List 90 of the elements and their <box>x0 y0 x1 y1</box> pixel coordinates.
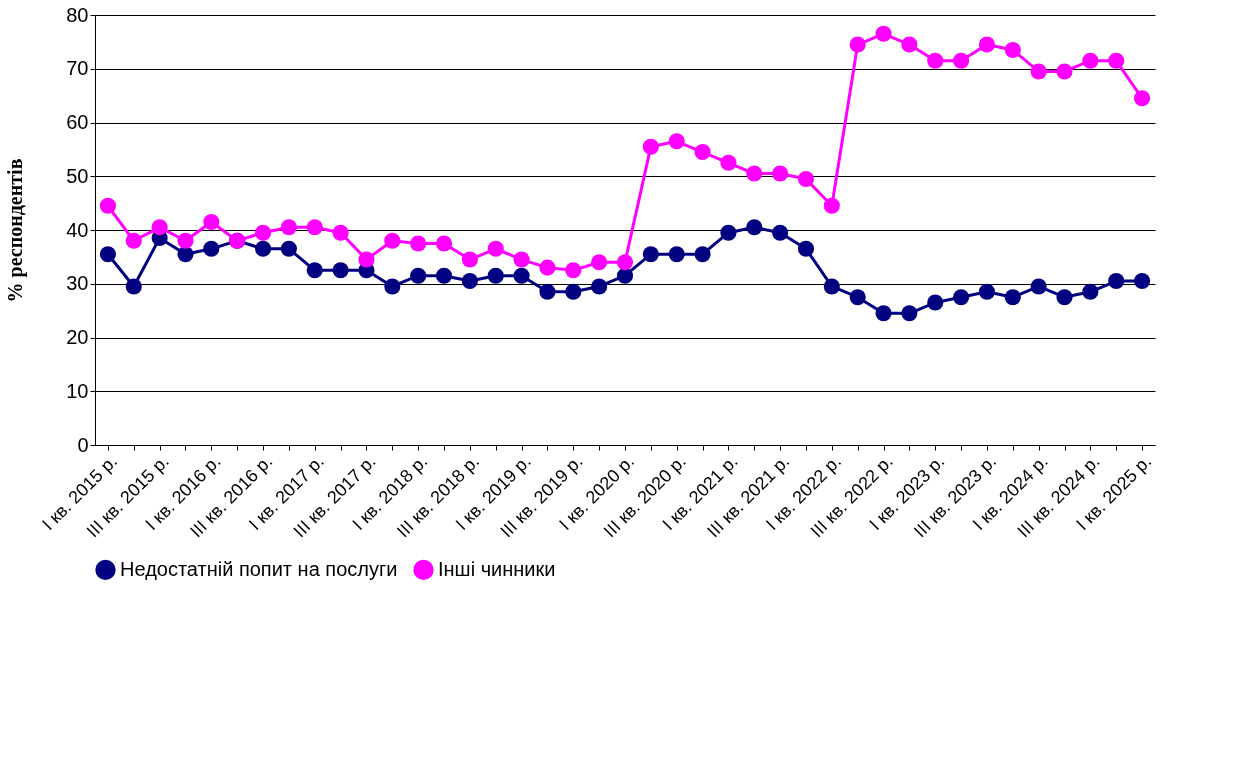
point <box>642 138 659 155</box>
point <box>746 165 763 182</box>
point <box>306 219 323 236</box>
point <box>875 25 892 42</box>
y-tick-label: 60 <box>66 111 89 133</box>
point <box>565 283 582 300</box>
point <box>513 251 530 268</box>
legend-label: Недостатній попит на послуги <box>120 557 398 580</box>
point <box>927 294 944 311</box>
point <box>823 278 840 295</box>
point <box>668 133 685 150</box>
point <box>1082 283 1099 300</box>
y-tick-label: 80 <box>66 3 89 26</box>
point <box>125 232 142 249</box>
point <box>487 267 504 284</box>
point <box>410 235 427 252</box>
point <box>1134 273 1151 290</box>
point <box>901 305 918 322</box>
point <box>1082 52 1099 69</box>
point <box>1134 90 1151 107</box>
point <box>435 235 453 252</box>
point <box>875 305 892 322</box>
y-axis-title: % респондентів <box>4 158 28 303</box>
legend-label: Інші чинники <box>438 557 556 580</box>
y-tick-label: 50 <box>66 164 89 187</box>
point <box>797 170 815 187</box>
point <box>797 240 815 257</box>
point <box>306 262 323 279</box>
point <box>694 246 711 263</box>
point <box>953 52 970 69</box>
point <box>99 246 116 263</box>
point <box>203 213 220 230</box>
y-tick-label: 40 <box>66 218 89 241</box>
point <box>978 283 996 300</box>
point <box>513 267 530 284</box>
point <box>565 262 582 279</box>
point <box>616 267 634 284</box>
y-tick-label: 30 <box>66 272 89 295</box>
point <box>591 254 608 271</box>
point <box>720 224 737 241</box>
point <box>772 165 789 182</box>
point <box>772 224 789 241</box>
point <box>616 254 634 271</box>
y-tick-label: 20 <box>66 326 89 348</box>
point <box>901 36 918 53</box>
point <box>849 36 866 53</box>
point <box>668 246 685 263</box>
point <box>1056 289 1073 306</box>
point <box>280 219 297 236</box>
point <box>1108 52 1125 69</box>
point <box>849 289 866 306</box>
point <box>1004 289 1021 306</box>
point <box>1030 63 1047 80</box>
point <box>1030 278 1047 295</box>
point <box>254 240 272 257</box>
point <box>823 197 840 214</box>
point <box>332 262 349 279</box>
y-tick-label: 70 <box>66 57 89 80</box>
point <box>461 273 478 290</box>
point <box>953 289 970 306</box>
point <box>694 144 711 161</box>
point <box>125 278 142 295</box>
point <box>203 240 220 257</box>
point <box>435 267 453 284</box>
point <box>746 219 763 236</box>
point <box>1056 63 1073 80</box>
point <box>927 52 944 69</box>
point <box>461 251 478 268</box>
y-tick-label: 0 <box>77 433 89 456</box>
point <box>410 267 427 284</box>
point <box>487 240 504 257</box>
point <box>151 219 168 236</box>
point <box>99 197 116 214</box>
point <box>358 251 375 268</box>
point <box>384 232 401 249</box>
point <box>332 224 349 241</box>
point <box>280 240 297 257</box>
point <box>591 278 608 295</box>
point <box>978 36 996 53</box>
point <box>539 259 556 276</box>
point <box>539 283 556 300</box>
point <box>1004 41 1021 58</box>
point <box>177 246 194 263</box>
y-tick-label: 10 <box>66 379 89 402</box>
point <box>254 224 272 241</box>
point <box>177 232 194 249</box>
point <box>720 154 737 171</box>
point <box>1108 273 1125 290</box>
point <box>384 278 401 295</box>
point <box>642 246 659 263</box>
